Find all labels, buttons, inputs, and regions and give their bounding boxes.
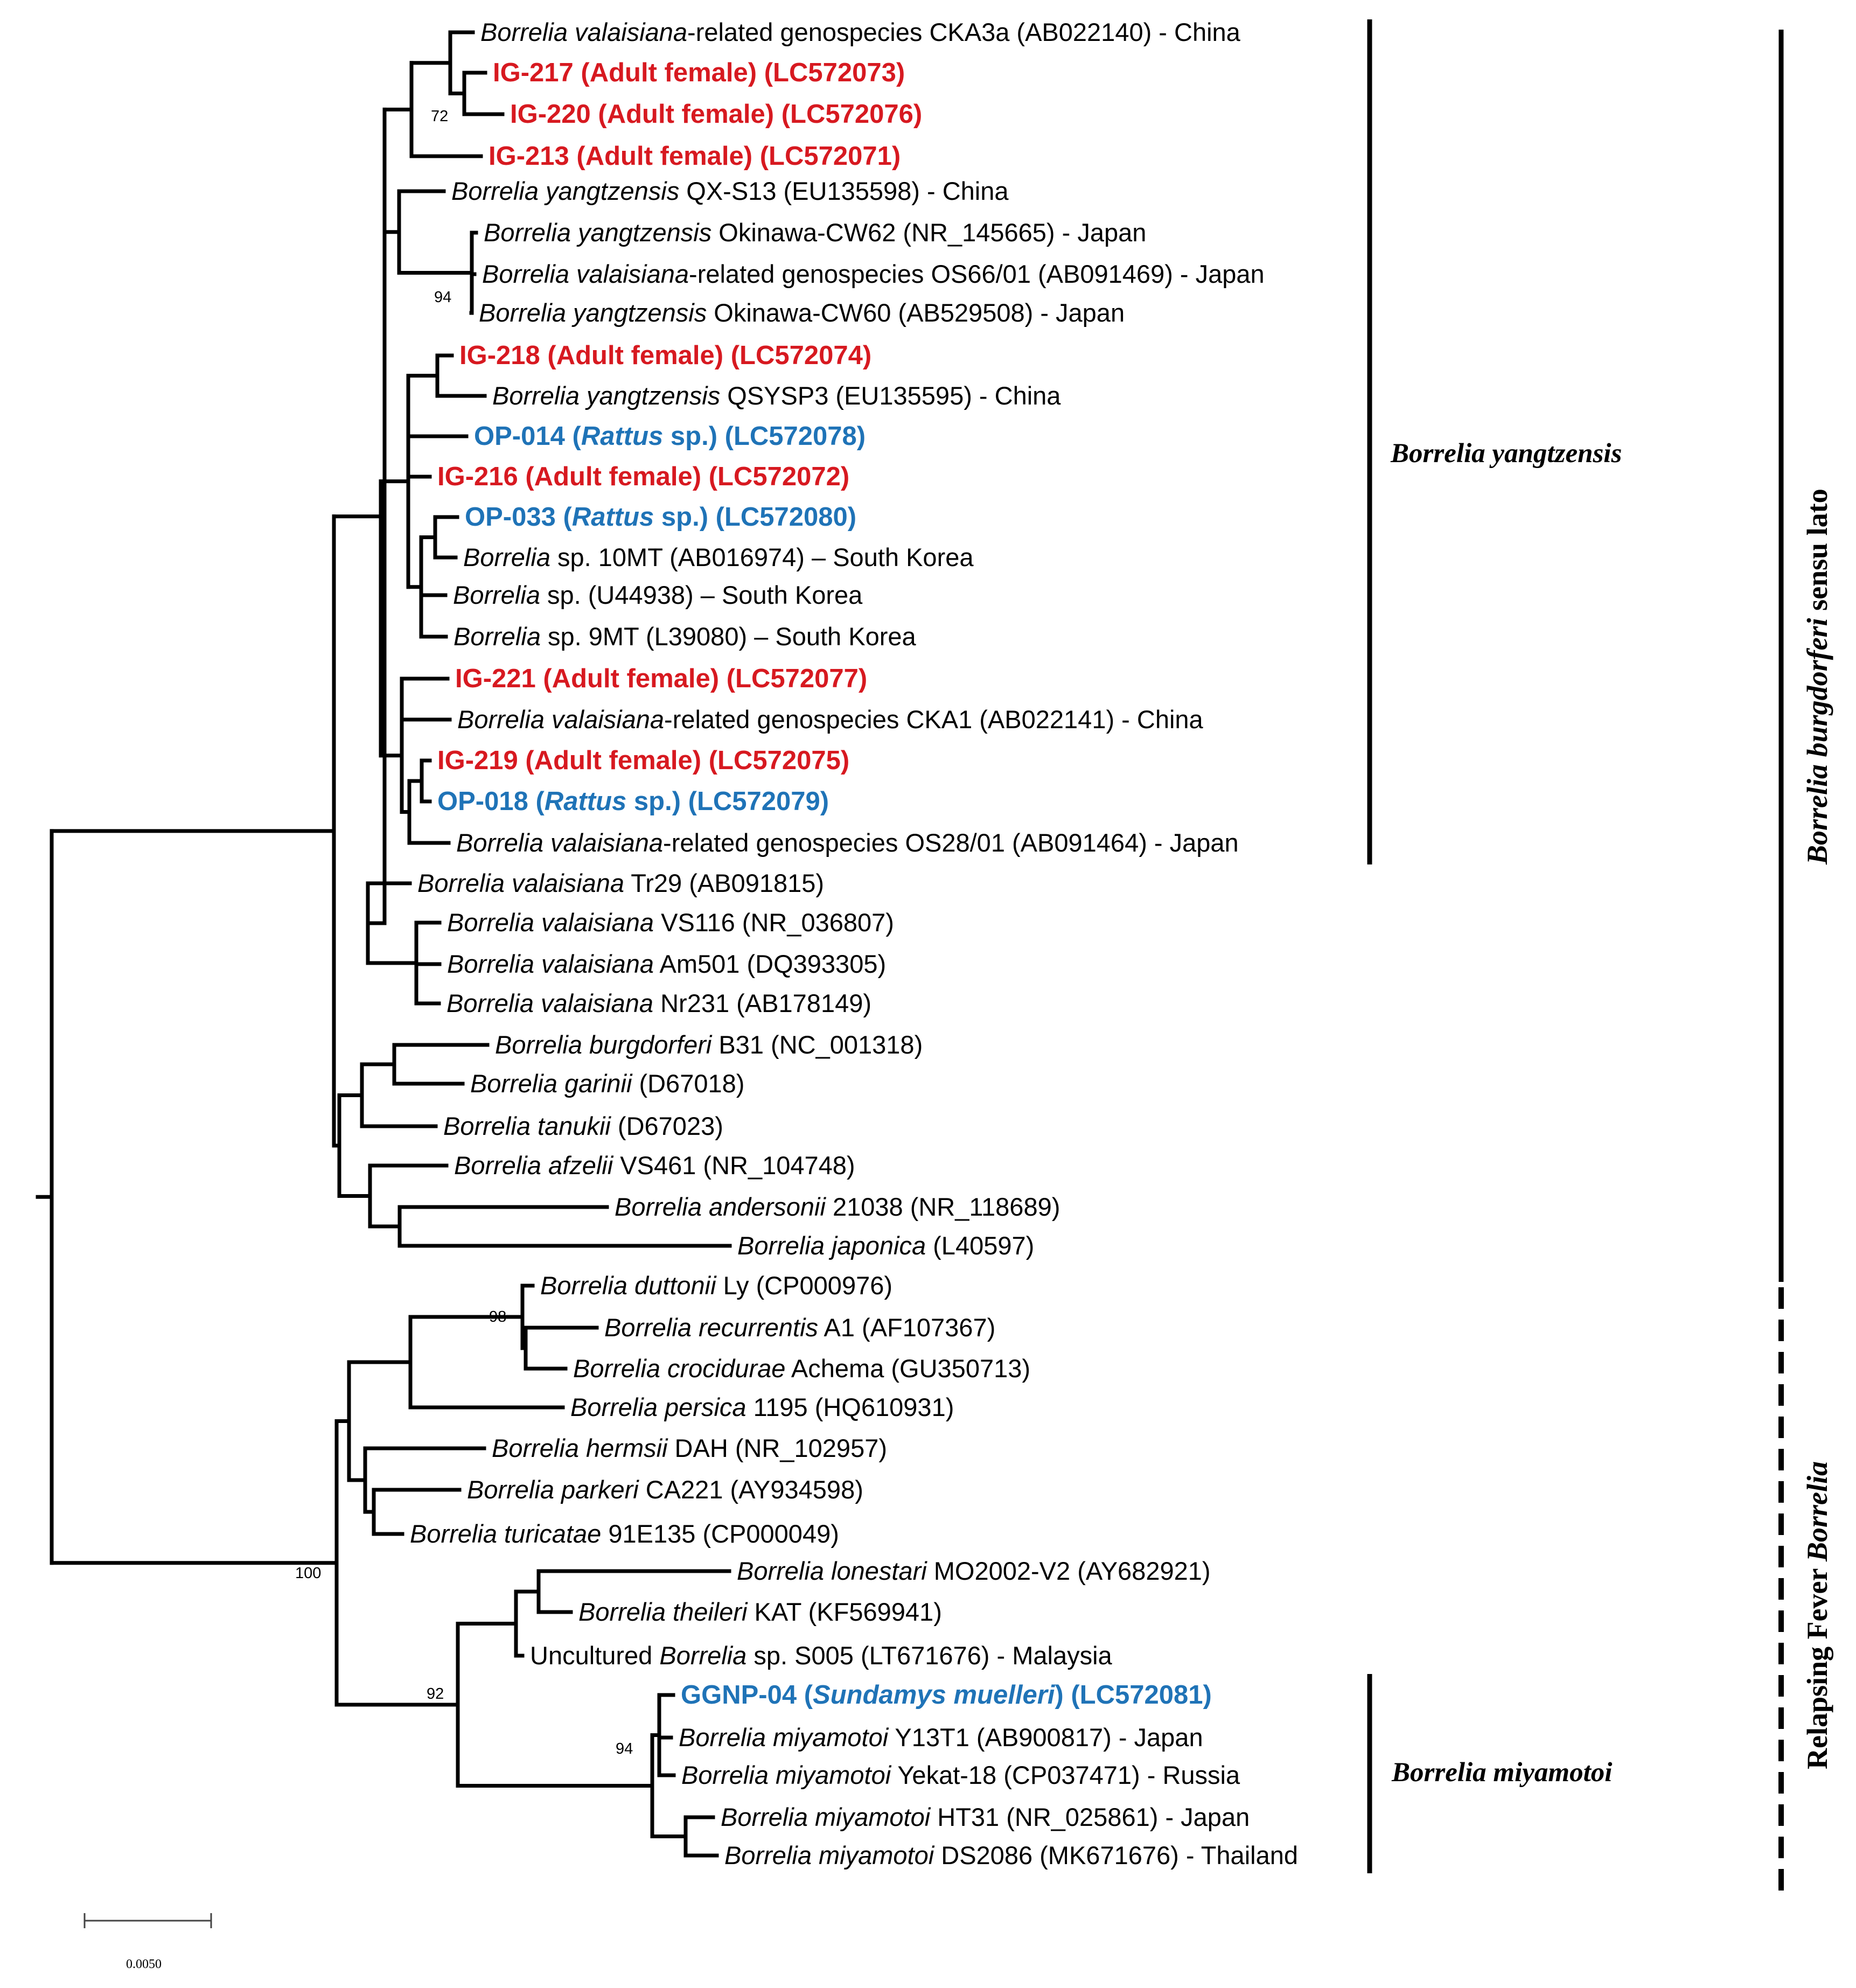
bootstrap-values: 72 94 98 100 92 94 bbox=[295, 108, 633, 1757]
leaf-label: IG-218 (Adult female) (LC572074) bbox=[459, 341, 871, 370]
bootstrap-value: 92 bbox=[427, 1685, 444, 1703]
leaf-label: Uncultured Borrelia sp. S005 (LT671676) … bbox=[530, 1641, 1113, 1670]
leaf-label: Borrelia afzelii VS461 (NR_104748) bbox=[454, 1151, 855, 1180]
yangtzensis-clade-label: Borrelia yangtzensis bbox=[1390, 438, 1622, 469]
leaf-label: Borrelia valaisiana-related genospecies … bbox=[456, 828, 1239, 857]
leaf-label: Borrelia tanukii (D67023) bbox=[443, 1112, 723, 1140]
leaf-label: Borrelia valaisiana Tr29 (AB091815) bbox=[417, 869, 824, 897]
leaf-label: Borrelia theileri KAT (KF569941) bbox=[578, 1598, 942, 1626]
leaf-label: IG-217 (Adult female) (LC572073) bbox=[493, 58, 905, 87]
leaf-label: Borrelia miyamotoi Yekat-18 (CP037471) -… bbox=[681, 1761, 1240, 1789]
leaf-label: Borrelia valaisiana Am501 (DQ393305) bbox=[447, 950, 886, 978]
leaf-label: Borrelia turicatae 91E135 (CP000049) bbox=[410, 1519, 839, 1548]
leaf-label: OP-014 (Rattus sp.) (LC572078) bbox=[474, 422, 866, 451]
tree-branches bbox=[36, 30, 732, 1858]
leaf-label: Borrelia miyamotoi HT31 (NR_025861) - Ja… bbox=[721, 1803, 1250, 1831]
leaf-label: OP-018 (Rattus sp.) (LC572079) bbox=[437, 787, 829, 816]
leaf-label: Borrelia duttonii Ly (CP000976) bbox=[540, 1271, 892, 1300]
leaf-label: IG-221 (Adult female) (LC572077) bbox=[455, 664, 867, 693]
leaf-label: Borrelia yangtzensis Okinawa-CW60 (AB529… bbox=[479, 298, 1125, 327]
leaf-label: GGNP-04 (Sundamys muelleri) (LC572081) bbox=[681, 1680, 1212, 1710]
leaf-label: Borrelia sp. (U44938) – South Korea bbox=[453, 581, 863, 609]
leaf-label: Borrelia hermsii DAH (NR_102957) bbox=[492, 1434, 887, 1462]
leaf-label: Borrelia crocidurae Achema (GU350713) bbox=[573, 1354, 1030, 1383]
relapsing-fever-group-label: Relapsing Fever Borrelia bbox=[1801, 1461, 1833, 1769]
bootstrap-value: 100 bbox=[295, 1565, 321, 1582]
clade-annotations: Borrelia yangtzensis Borrelia miyamotoi … bbox=[1367, 19, 1833, 1901]
leaf-label: OP-033 (Rattus sp.) (LC572080) bbox=[465, 503, 856, 532]
leaf-label: Borrelia valaisiana-related genospecies … bbox=[480, 18, 1241, 46]
lyme-group-label: Borrelia burgdorferi sensu lato bbox=[1801, 489, 1833, 865]
leaf-label: Borrelia yangtzensis QSYSP3 (EU135595) -… bbox=[492, 381, 1061, 410]
leaf-label: IG-213 (Adult female) (LC572071) bbox=[489, 142, 901, 171]
leaf-label: Borrelia persica 1195 (HQ610931) bbox=[570, 1393, 954, 1421]
leaf-label: Borrelia yangtzensis Okinawa-CW62 (NR_14… bbox=[484, 218, 1146, 247]
leaf-label: IG-219 (Adult female) (LC572075) bbox=[437, 746, 849, 775]
bootstrap-value: 98 bbox=[489, 1308, 506, 1326]
leaf-label: Borrelia valaisiana-related genospecies … bbox=[457, 705, 1204, 734]
leaf-label: Borrelia sp. 9MT (L39080) – South Korea bbox=[453, 622, 917, 651]
leaf-label: Borrelia miyamotoi Y13T1 (AB900817) - Ja… bbox=[679, 1723, 1203, 1752]
leaf-label: Borrelia valaisiana Nr231 (AB178149) bbox=[446, 989, 871, 1017]
scale-bar: 0.0050 bbox=[83, 1913, 212, 1971]
leaf-label: Borrelia miyamotoi DS2086 (MK671676) - T… bbox=[724, 1841, 1298, 1870]
leaf-label: Borrelia valaisiana-related genospecies … bbox=[482, 260, 1265, 288]
leaf-label: IG-220 (Adult female) (LC572076) bbox=[510, 100, 922, 129]
bootstrap-value: 94 bbox=[434, 289, 451, 306]
scale-bar-label: 0.0050 bbox=[126, 1957, 162, 1971]
leaf-label: Borrelia lonestari MO2002-V2 (AY682921) bbox=[737, 1557, 1211, 1585]
leaf-label: Borrelia valaisiana VS116 (NR_036807) bbox=[447, 908, 894, 937]
leaf-label: IG-216 (Adult female) (LC572072) bbox=[437, 462, 849, 491]
leaf-label: Borrelia garinii (D67018) bbox=[470, 1069, 744, 1098]
leaf-label: Borrelia sp. 10MT (AB016974) – South Kor… bbox=[463, 543, 974, 571]
leaf-label: Borrelia parkeri CA221 (AY934598) bbox=[467, 1475, 863, 1504]
leaf-label: Borrelia yangtzensis QX-S13 (EU135598) -… bbox=[451, 177, 1009, 205]
leaf-label: Borrelia andersonii 21038 (NR_118689) bbox=[615, 1192, 1060, 1221]
bootstrap-value: 94 bbox=[616, 1740, 633, 1757]
leaf-labels: Borrelia valaisiana-related genospecies … bbox=[410, 18, 1298, 1870]
leaf-label: Borrelia japonica (L40597) bbox=[737, 1231, 1034, 1260]
leaf-label: Borrelia recurrentis A1 (AF107367) bbox=[604, 1313, 995, 1342]
bootstrap-value: 72 bbox=[431, 108, 448, 125]
leaf-label: Borrelia burgdorferi B31 (NC_001318) bbox=[495, 1030, 923, 1059]
miyamotoi-clade-label: Borrelia miyamotoi bbox=[1391, 1757, 1612, 1788]
